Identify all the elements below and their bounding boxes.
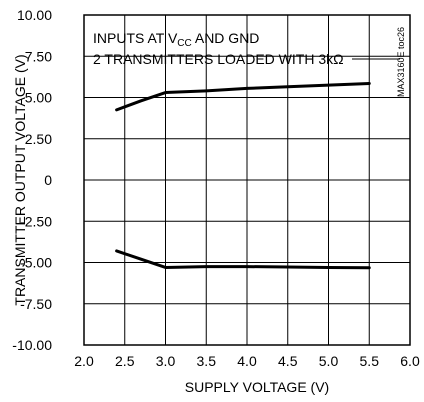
series-line-1 <box>115 81 371 112</box>
x-tick-label: 4.5 <box>278 353 298 369</box>
x-tick-label: 3.5 <box>197 353 217 369</box>
plot-frame <box>83 14 411 346</box>
annotation-line-1-prefix: INPUTS AT V <box>93 30 178 46</box>
annotation-line-1: INPUTS AT VCC AND GND <box>93 30 259 49</box>
x-axis-title: SUPPLY VOLTAGE (V) <box>185 379 329 395</box>
x-tick-labels: 2.0 2.5 3.0 3.5 4.0 4.5 5.0 5.5 6.0 <box>74 353 420 369</box>
annotation-line-1-suffix: AND GND <box>192 30 260 46</box>
x-tick-label: 3.0 <box>156 353 176 369</box>
y-axis-title: TRANSMITTER OUTPUT VOLTAGE (V) <box>12 54 28 305</box>
y-tick-label: -2.50 <box>20 213 52 229</box>
x-tick-label: 6.0 <box>400 353 420 369</box>
y-tick-label: 10.00 <box>17 7 52 23</box>
y-tick-label: 0 <box>44 172 52 188</box>
x-tick-label: 5.0 <box>319 353 339 369</box>
y-tick-label: 7.50 <box>25 48 52 64</box>
y-tick-label: -5.00 <box>20 255 52 271</box>
y-tick-label: -7.50 <box>20 296 52 312</box>
y-tick-label: -10.00 <box>12 337 52 353</box>
series-lines <box>115 81 371 270</box>
annotation-line-2: 2 TRANSMITTERS LOADED WITH 3kΩ <box>93 51 344 67</box>
y-tick-labels: 10.00 7.50 5.00 2.50 0 -2.50 -5.00 -7.50 -10.00 <box>12 7 52 353</box>
x-tick-label: 2.0 <box>74 353 94 369</box>
grid <box>84 15 410 345</box>
x-tick-label: 5.5 <box>360 353 380 369</box>
annotation-line-1-subscript: CC <box>177 38 191 49</box>
y-tick-label: 5.00 <box>25 90 52 106</box>
series-line-2 <box>115 249 371 270</box>
y-tick-label: 2.50 <box>25 131 52 147</box>
x-tick-label: 2.5 <box>115 353 135 369</box>
watermark: MAX3160E toc26 <box>396 27 406 97</box>
x-tick-label: 4.0 <box>237 353 257 369</box>
